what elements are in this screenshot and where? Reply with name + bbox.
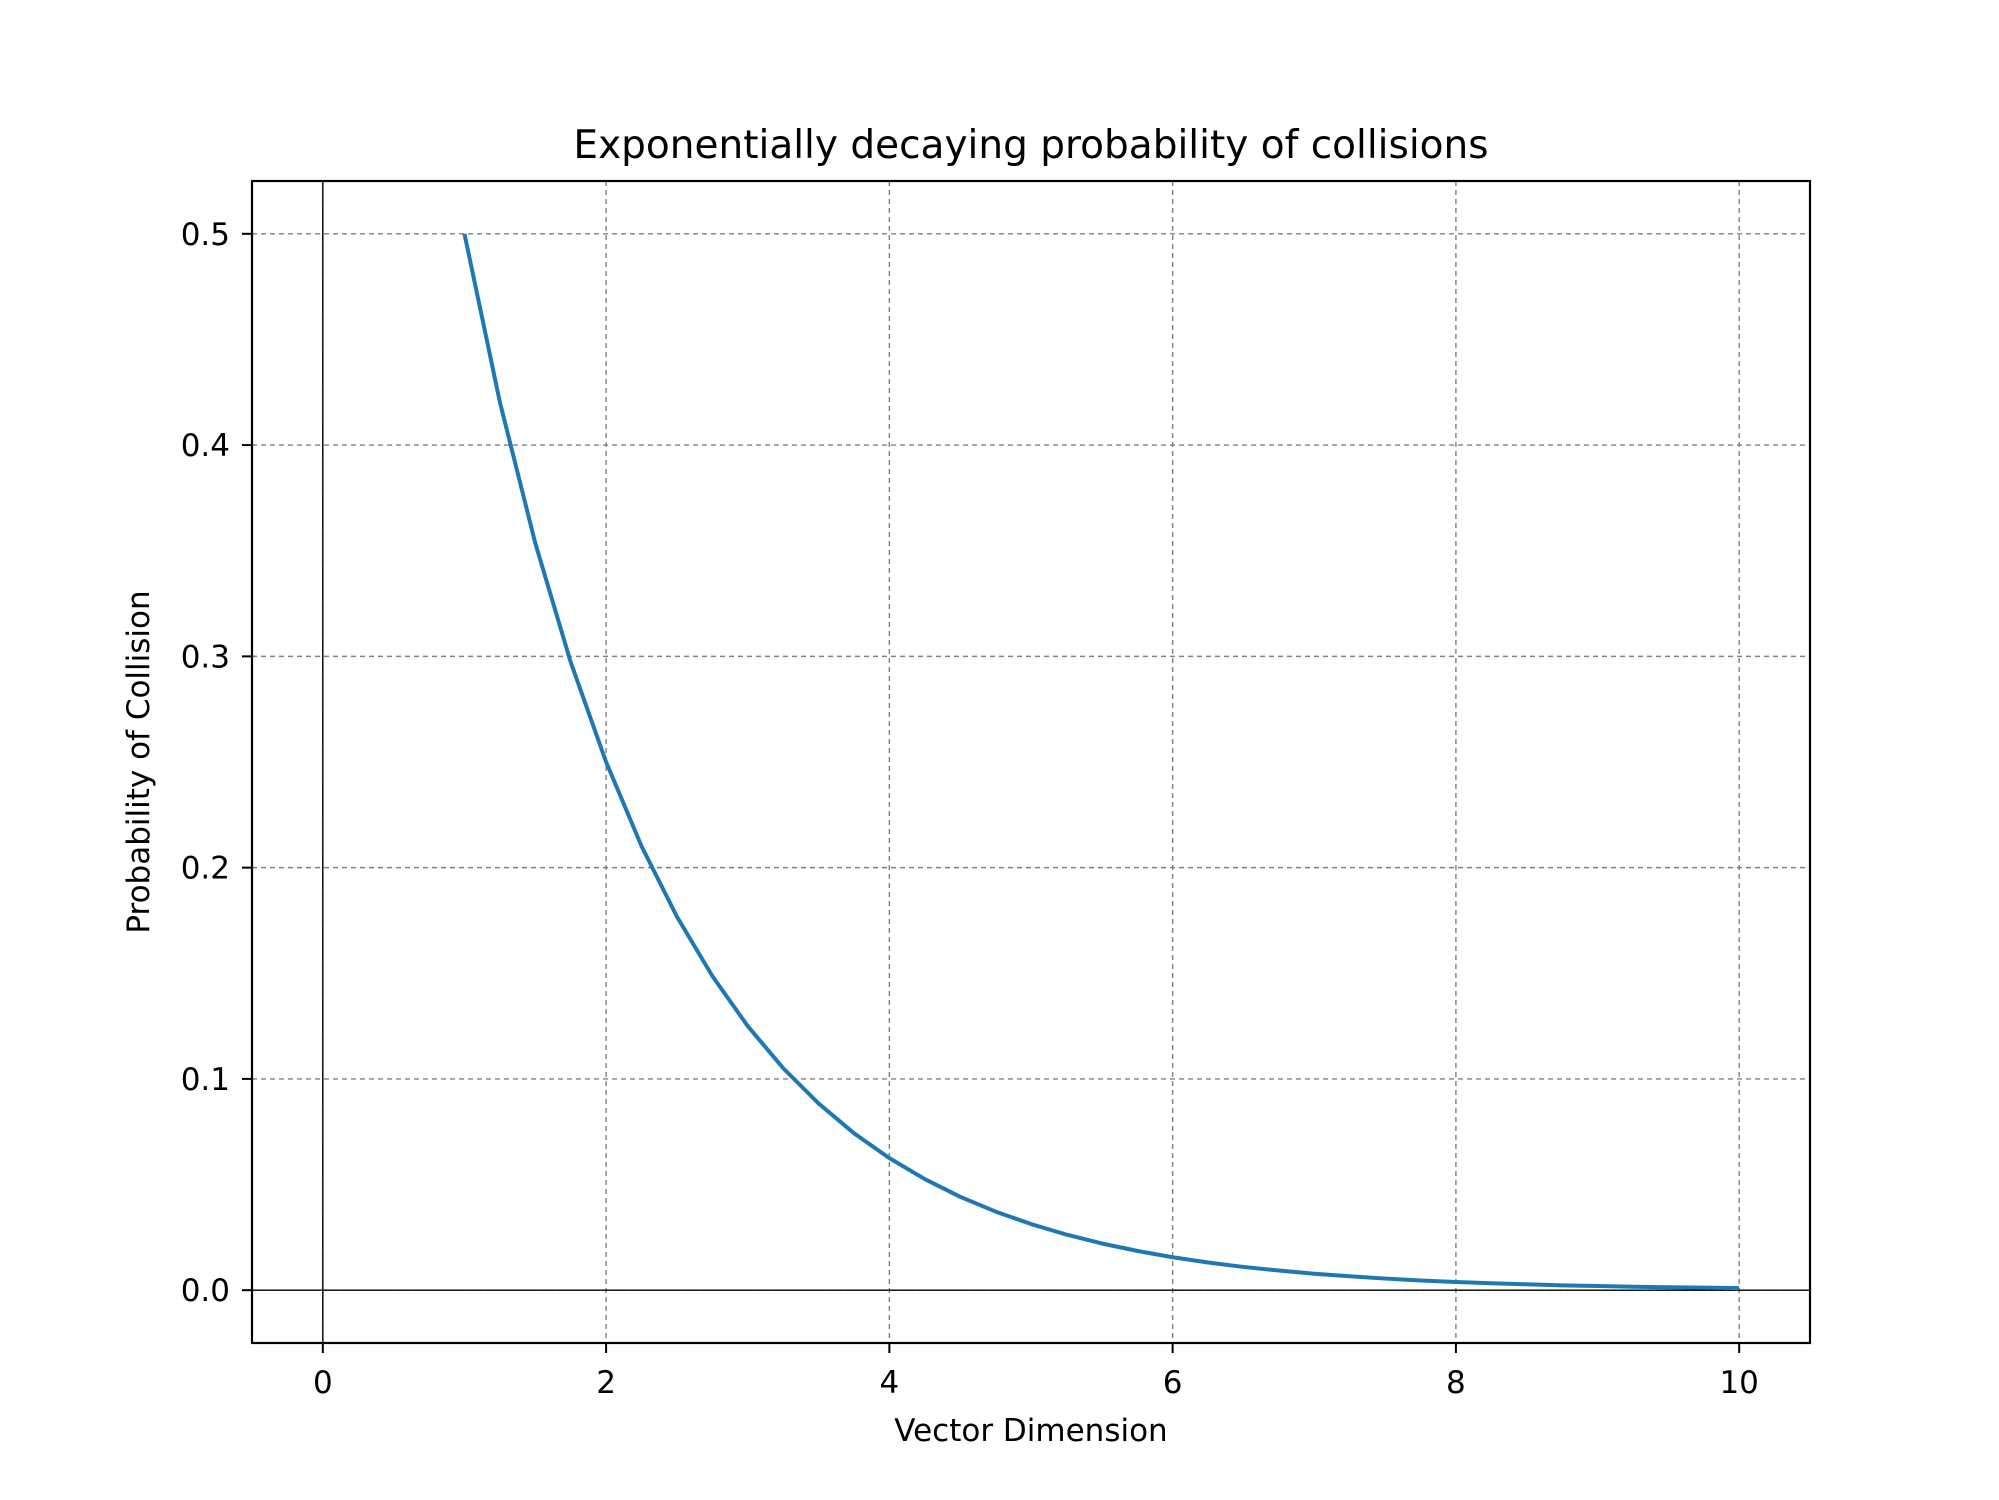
y-tick-label-0: 0.0 <box>181 1273 230 1309</box>
y-axis-label: Probability of Collision <box>121 590 157 933</box>
y-tick-label-2: 0.2 <box>181 851 230 887</box>
reference-lines <box>252 181 1810 1343</box>
y-tick-label-4: 0.4 <box>181 428 230 464</box>
x-tick-label-3: 6 <box>1163 1365 1183 1401</box>
y-tick-label-5: 0.5 <box>181 217 230 253</box>
x-tick-label-1: 2 <box>596 1365 616 1401</box>
x-tick-label-5: 10 <box>1719 1365 1758 1401</box>
x-axis-label: Vector Dimension <box>894 1413 1167 1449</box>
chart-title: Exponentially decaying probability of co… <box>573 123 1488 168</box>
plot-frame <box>250 179 1812 1345</box>
y-tick-label-1: 0.1 <box>181 1062 230 1098</box>
x-tick-label-4: 8 <box>1446 1365 1466 1401</box>
ticks: 0 2 4 6 8 10 0.0 0.1 0.2 0.3 0.4 0.5 <box>181 217 1759 1401</box>
series-line-0 <box>462 233 1740 1291</box>
x-tick-label-2: 4 <box>879 1365 899 1401</box>
series-layer <box>462 233 1740 1291</box>
y-tick-label-3: 0.3 <box>181 639 230 675</box>
x-tick-label-0: 0 <box>313 1365 333 1401</box>
